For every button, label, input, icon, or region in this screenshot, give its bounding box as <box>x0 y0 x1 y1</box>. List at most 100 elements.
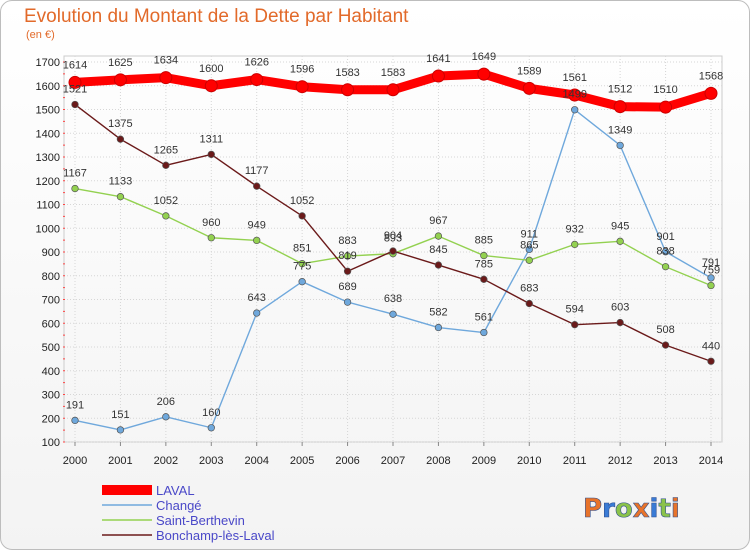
x-tick-label: 2009 <box>472 455 496 467</box>
data-label: 901 <box>656 231 674 243</box>
data-label: 1265 <box>154 144 178 156</box>
data-point <box>434 232 443 240</box>
data-label: 775 <box>293 261 311 273</box>
legend-item: Changé <box>102 498 202 513</box>
y-tick-label: 800 <box>42 271 60 283</box>
data-label: 1625 <box>108 57 132 69</box>
data-label: 845 <box>429 244 447 256</box>
data-point <box>480 251 488 260</box>
data-point <box>616 237 624 245</box>
chart-subtitle: (en €) <box>26 29 55 41</box>
data-point <box>343 267 352 275</box>
y-tick-label: 300 <box>42 390 60 402</box>
data-label: 945 <box>611 220 629 232</box>
data-point <box>386 83 400 97</box>
data-label: 1349 <box>608 124 632 136</box>
legend-label: LAVAL <box>156 483 195 498</box>
x-tick-label: 2006 <box>335 455 359 467</box>
data-point <box>207 150 215 159</box>
data-point <box>613 100 627 114</box>
x-tick-label: 2012 <box>608 455 632 467</box>
data-point <box>661 341 670 349</box>
data-point <box>704 86 718 100</box>
data-point <box>571 106 579 114</box>
legend: LAVALChangéSaint-BerthevinBonchamp-lès-L… <box>102 483 275 543</box>
data-point <box>522 81 536 95</box>
data-point <box>162 212 170 220</box>
data-label: 603 <box>611 302 629 314</box>
data-point <box>250 73 264 87</box>
data-label: 1614 <box>63 59 87 71</box>
data-label: 949 <box>248 219 266 231</box>
data-label: 1521 <box>63 84 87 96</box>
data-label: 960 <box>202 217 220 229</box>
data-point <box>480 328 488 337</box>
data-label: 1589 <box>517 65 541 77</box>
data-label: 893 <box>384 233 402 245</box>
data-label: 967 <box>429 215 447 227</box>
data-label: 643 <box>248 292 266 304</box>
x-tick-label: 2004 <box>244 455 268 467</box>
x-tick-label: 2005 <box>290 455 314 467</box>
series-bonchamp-l-s-laval <box>71 100 715 365</box>
data-point <box>116 135 125 143</box>
data-point <box>434 261 443 269</box>
data-label: 508 <box>656 324 674 336</box>
x-tick-label: 2010 <box>517 455 541 467</box>
data-label: 1641 <box>426 53 450 65</box>
y-tick-label: 1100 <box>36 200 60 212</box>
data-label: 885 <box>475 235 493 247</box>
y-tick-label: 1700 <box>36 57 60 69</box>
legend-swatch <box>102 485 152 495</box>
y-tick-label: 1200 <box>36 176 60 188</box>
data-label: 791 <box>702 257 720 269</box>
data-label: 1510 <box>653 84 677 96</box>
y-tick-label: 400 <box>42 366 60 378</box>
data-label: 1133 <box>109 176 133 188</box>
data-point <box>71 416 79 425</box>
data-label: 1499 <box>562 89 586 101</box>
data-point <box>159 71 173 85</box>
data-label: 1561 <box>562 72 586 84</box>
axes: 1002003004005006007008009001000110012001… <box>36 57 724 467</box>
data-label: 1177 <box>245 165 269 177</box>
data-label: 160 <box>202 407 220 419</box>
data-point <box>253 309 261 317</box>
data-labels: 191 151 206 160 643 775 689 638 582 561 911 1499 134… <box>63 51 723 421</box>
data-label: 1634 <box>154 55 178 67</box>
y-tick-label: 100 <box>42 437 60 449</box>
data-label: 1568 <box>699 70 723 82</box>
data-label: 1600 <box>199 63 223 75</box>
y-tick-label: 1400 <box>36 128 60 140</box>
data-point <box>661 248 670 256</box>
data-label: 932 <box>566 223 584 235</box>
data-point <box>707 274 715 282</box>
y-tick-label: 1500 <box>36 105 60 117</box>
data-point <box>116 193 125 201</box>
data-label: 440 <box>702 340 720 352</box>
chart-title: Evolution du Montant de la Dette par Hab… <box>24 6 409 27</box>
data-point <box>207 234 215 242</box>
data-point <box>616 318 624 327</box>
data-label: 838 <box>656 246 674 258</box>
data-point <box>616 141 624 150</box>
data-point <box>389 310 397 318</box>
data-label: 865 <box>520 239 538 251</box>
y-tick-label: 1300 <box>36 152 60 164</box>
x-tick-label: 2002 <box>154 455 178 467</box>
data-point <box>162 161 170 169</box>
x-tick-label: 2013 <box>653 455 677 467</box>
data-label: 206 <box>157 396 175 408</box>
data-point <box>661 263 670 271</box>
data-point <box>204 79 218 93</box>
y-tick-label: 900 <box>42 247 60 259</box>
data-point <box>431 69 445 83</box>
data-point <box>298 278 306 286</box>
data-point <box>162 413 170 421</box>
data-label: 594 <box>566 304 584 316</box>
data-point <box>298 212 306 220</box>
data-point <box>343 252 352 260</box>
x-tick-label: 2014 <box>699 455 723 467</box>
data-label: 911 <box>521 228 539 240</box>
